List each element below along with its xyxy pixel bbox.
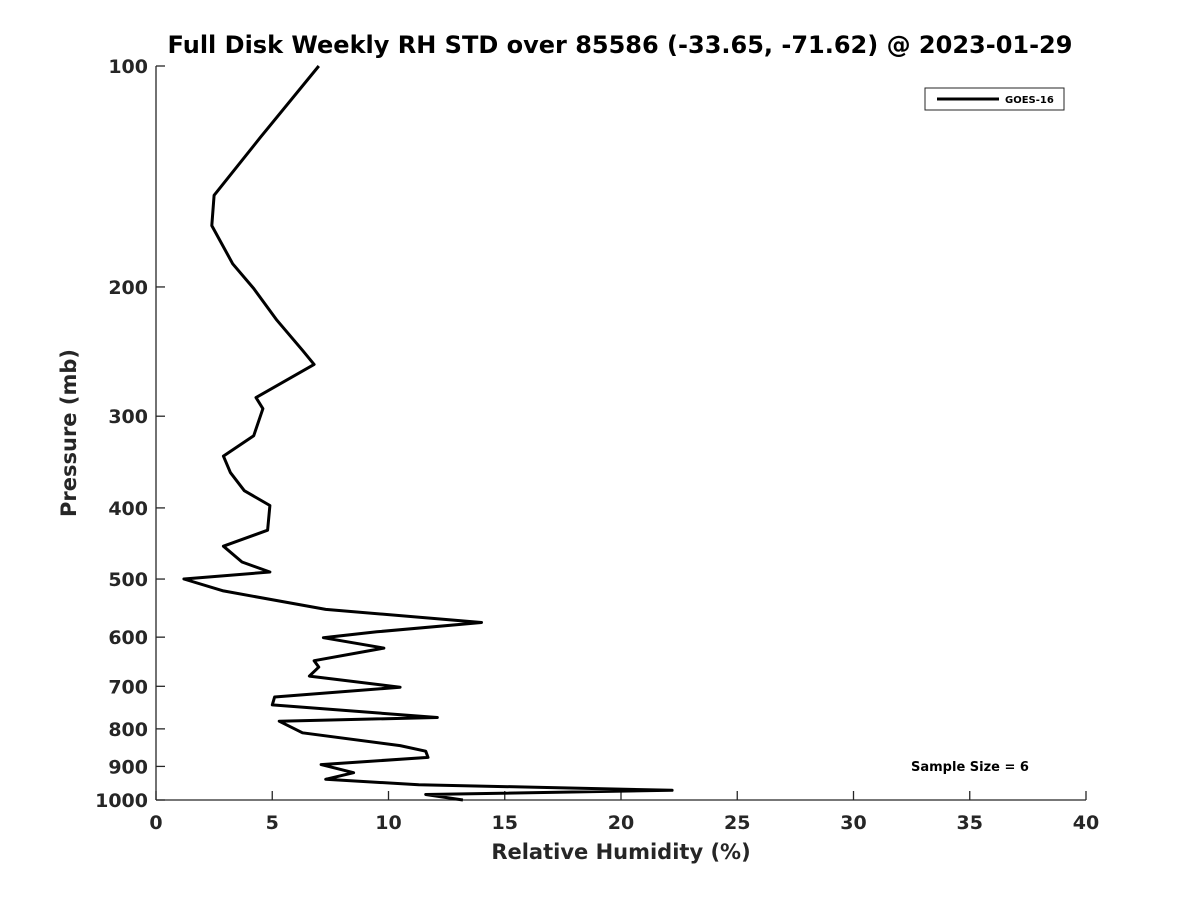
y-tick-label: 600: [108, 627, 148, 649]
chart-title: Full Disk Weekly RH STD over 85586 (-33.…: [168, 31, 1073, 59]
x-tick-label: 25: [724, 812, 750, 834]
x-tick-label: 20: [608, 812, 634, 834]
y-tick-label: 700: [108, 676, 148, 698]
x-tick-label: 35: [957, 812, 983, 834]
x-tick-label: 0: [149, 812, 162, 834]
y-tick-label: 900: [108, 756, 148, 778]
y-tick-label: 100: [108, 56, 148, 78]
x-tick-label: 30: [840, 812, 866, 834]
x-tick-label: 15: [492, 812, 518, 834]
legend-label: GOES-16: [1005, 95, 1054, 106]
y-tick-label: 800: [108, 719, 148, 741]
sample-size-annotation: Sample Size = 6: [911, 760, 1029, 775]
series-line-goes-16: [182, 65, 674, 802]
y-tick-label: 1000: [95, 790, 148, 812]
plot-axes: [155, 66, 1086, 801]
y-tick-label: 400: [108, 498, 148, 520]
x-tick-label: 40: [1073, 812, 1099, 834]
x-ticks: 0 5 10 15 20 25 30 35 40: [149, 791, 1099, 834]
y-axis-label: Pressure (mb): [57, 349, 81, 517]
x-axis-label: Relative Humidity (%): [491, 840, 750, 864]
y-ticks: 100 200 300 400 500 600 700 800 900 1000: [95, 56, 165, 812]
y-tick-label: 300: [108, 406, 148, 428]
y-tick-label: 500: [108, 569, 148, 591]
x-tick-label: 10: [375, 812, 401, 834]
legend: GOES-16: [924, 87, 1065, 111]
y-tick-label: 200: [108, 277, 148, 299]
x-tick-label: 5: [266, 812, 279, 834]
